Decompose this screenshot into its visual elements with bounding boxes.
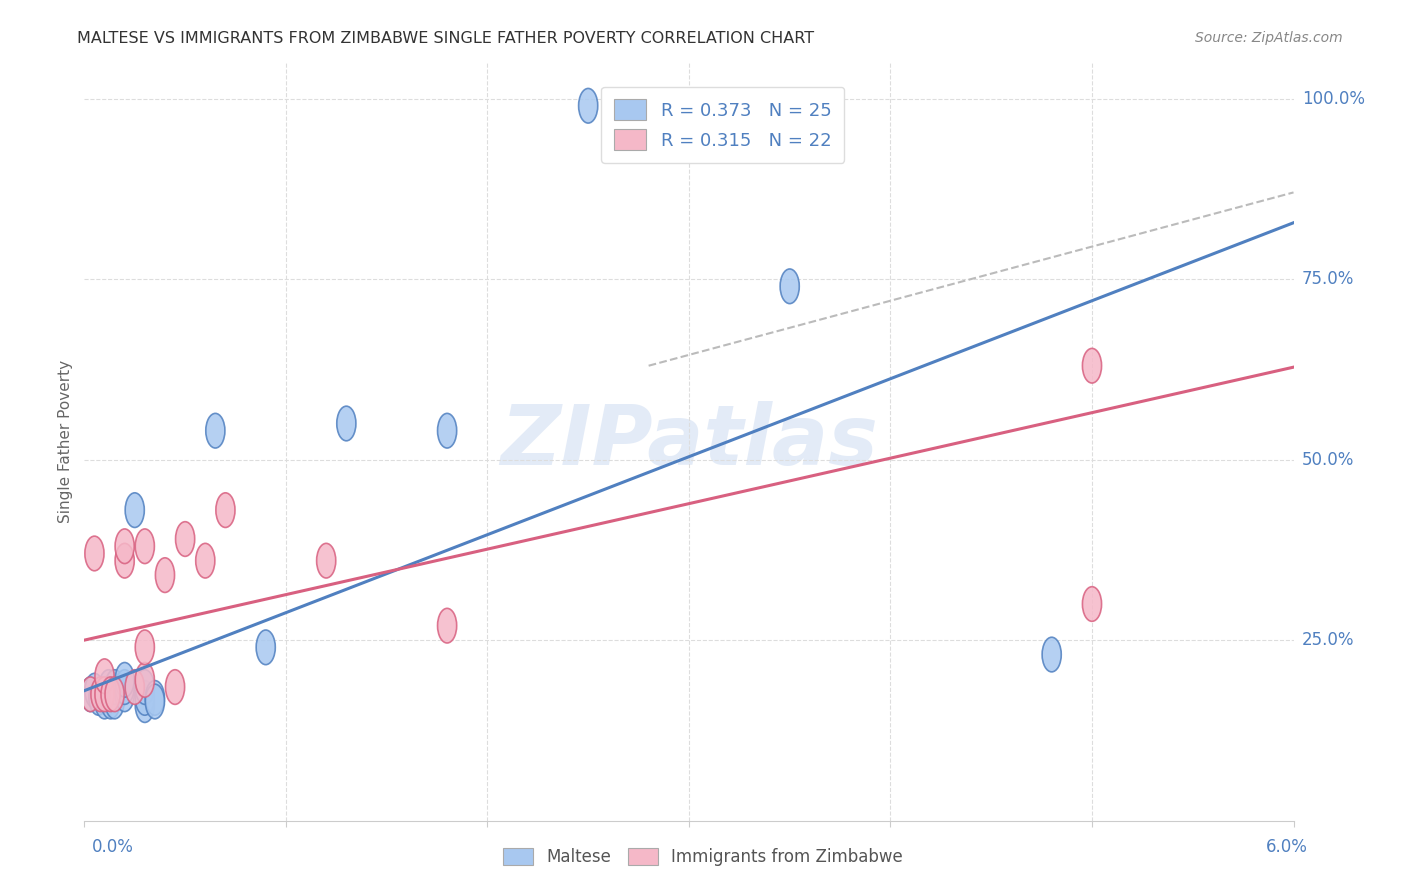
Text: ZIPatlas: ZIPatlas [501,401,877,482]
Ellipse shape [1083,349,1101,383]
Ellipse shape [135,529,155,564]
Ellipse shape [217,492,235,527]
Ellipse shape [89,681,108,715]
Ellipse shape [84,536,104,571]
Text: 100.0%: 100.0% [1302,89,1365,108]
Ellipse shape [437,608,457,643]
Ellipse shape [437,413,457,448]
Ellipse shape [135,670,155,705]
Ellipse shape [166,670,184,705]
Ellipse shape [115,670,134,705]
Ellipse shape [115,677,134,712]
Ellipse shape [156,558,174,592]
Ellipse shape [96,659,114,694]
Ellipse shape [80,677,100,712]
Ellipse shape [98,670,118,705]
Ellipse shape [101,677,120,712]
Ellipse shape [176,522,194,557]
Ellipse shape [256,630,276,665]
Ellipse shape [135,681,155,715]
Ellipse shape [96,677,114,712]
Text: 50.0%: 50.0% [1302,450,1354,468]
Ellipse shape [205,413,225,448]
Ellipse shape [115,543,134,578]
Text: 75.0%: 75.0% [1302,270,1354,288]
Ellipse shape [135,688,155,723]
Text: MALTESE VS IMMIGRANTS FROM ZIMBABWE SINGLE FATHER POVERTY CORRELATION CHART: MALTESE VS IMMIGRANTS FROM ZIMBABWE SING… [77,31,814,46]
Ellipse shape [115,663,134,698]
Ellipse shape [145,681,165,715]
Ellipse shape [1083,587,1101,622]
Ellipse shape [780,269,799,303]
Ellipse shape [145,684,165,719]
Y-axis label: Single Father Poverty: Single Father Poverty [58,360,73,523]
Ellipse shape [101,684,120,719]
Legend: Maltese, Immigrants from Zimbabwe: Maltese, Immigrants from Zimbabwe [496,841,910,873]
Text: Source: ZipAtlas.com: Source: ZipAtlas.com [1195,31,1343,45]
Ellipse shape [84,673,104,708]
Ellipse shape [135,663,155,698]
Ellipse shape [115,529,134,564]
Text: 25.0%: 25.0% [1302,632,1354,649]
Text: 6.0%: 6.0% [1265,838,1308,855]
Ellipse shape [579,88,598,123]
Ellipse shape [105,684,124,719]
Ellipse shape [337,406,356,441]
Legend: R = 0.373   N = 25, R = 0.315   N = 22: R = 0.373 N = 25, R = 0.315 N = 22 [602,87,844,162]
Ellipse shape [1042,637,1062,672]
Ellipse shape [105,677,124,712]
Ellipse shape [96,677,114,712]
Ellipse shape [135,630,155,665]
Ellipse shape [105,670,124,705]
Ellipse shape [195,543,215,578]
Ellipse shape [80,677,100,712]
Ellipse shape [96,684,114,719]
Ellipse shape [125,492,145,527]
Ellipse shape [316,543,336,578]
Text: 0.0%: 0.0% [91,838,134,855]
Ellipse shape [125,670,145,705]
Ellipse shape [91,677,110,712]
